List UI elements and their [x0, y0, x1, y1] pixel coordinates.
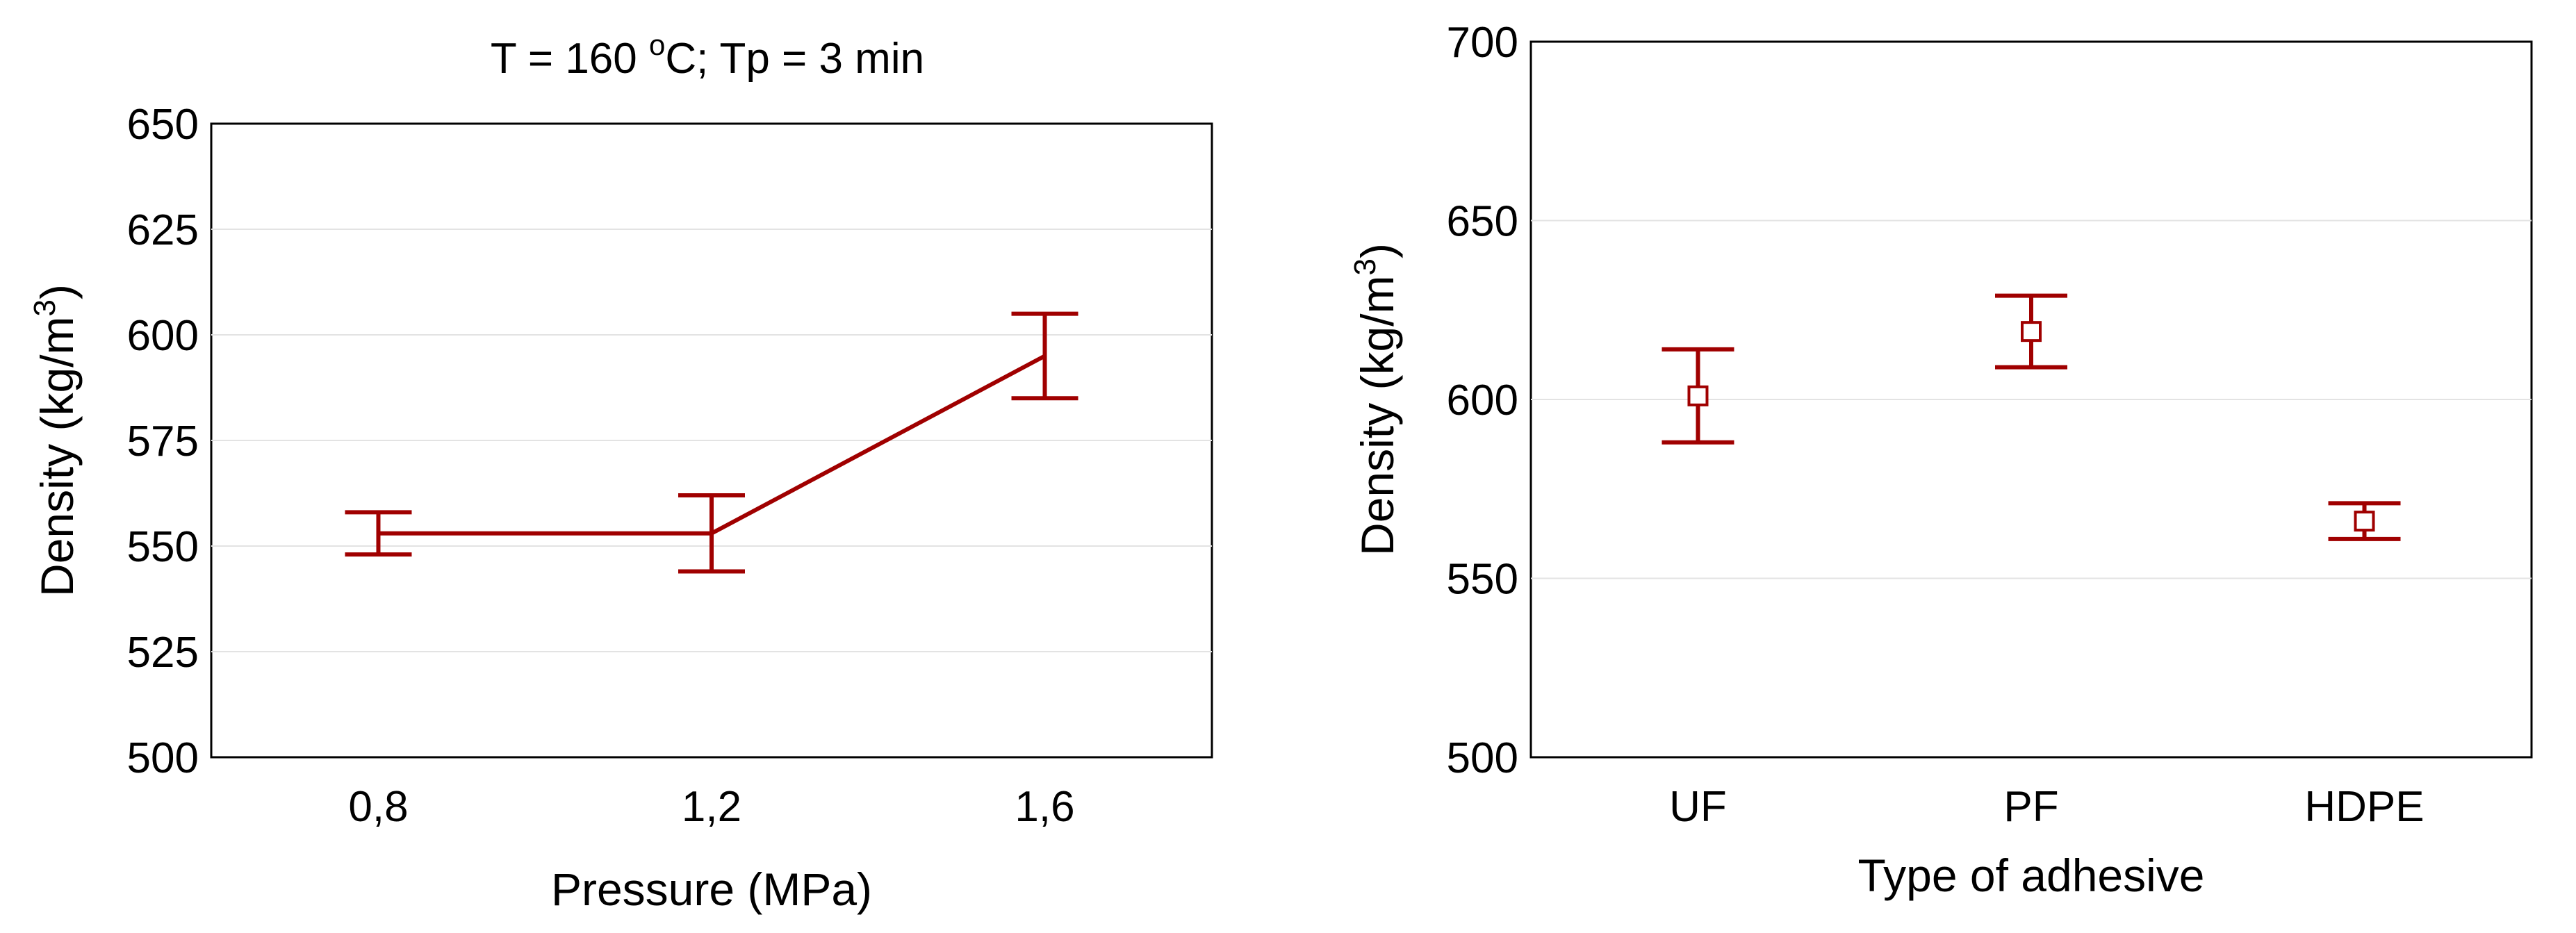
- chart-title: T = 160 oC; Tp = 3 min: [491, 28, 924, 83]
- y-tick-label: 550: [127, 523, 199, 571]
- x-tick-label: HDPE: [2304, 783, 2424, 831]
- chart-adhesive: 500 550 600 650 700 UF PF HDPE Type of adhesiv…: [1348, 19, 2533, 901]
- x-axis-label: Type of adhesive: [1858, 850, 2205, 901]
- data-marks: [345, 311, 1078, 574]
- gridlines: [1531, 220, 2532, 579]
- x-tick-labels: UF PF HDPE: [1669, 783, 2425, 831]
- x-tick-label: 1,6: [1015, 783, 1074, 831]
- y-tick-label: 575: [127, 418, 199, 465]
- y-tick-labels: 500 525 550 575 600 625 650: [127, 101, 199, 782]
- data-point: [2354, 511, 2375, 532]
- y-axis-label: Density (kg/m3): [1348, 243, 1403, 556]
- y-tick-label: 550: [1447, 556, 1518, 604]
- gridlines: [211, 229, 1212, 652]
- x-tick-labels: 0,8 1,2 1,6: [348, 783, 1074, 831]
- y-tick-label: 650: [1447, 198, 1518, 246]
- x-tick-label: PF: [2003, 783, 2058, 831]
- y-axis-label: Density (kg/m3): [28, 284, 83, 597]
- x-axis-label: Pressure (MPa): [551, 864, 872, 915]
- data-point: [1687, 385, 1709, 406]
- data-marks: [1662, 293, 2401, 541]
- y-tick-label: 500: [1447, 734, 1518, 782]
- data-point: [2021, 321, 2042, 342]
- y-tick-label: 650: [127, 101, 199, 149]
- y-tick-label: 700: [1447, 19, 1518, 67]
- y-tick-labels: 500 550 600 650 700: [1447, 19, 1518, 782]
- y-tick-label: 600: [1447, 377, 1518, 424]
- y-tick-label: 500: [127, 734, 199, 782]
- y-tick-label: 600: [127, 312, 199, 360]
- y-tick-label: 625: [127, 206, 199, 254]
- x-tick-label: 0,8: [348, 783, 408, 831]
- chart-pressure: 500 525 550 575 600 625 650 0,8 1,2 1,6 T = 160 …: [28, 28, 1213, 915]
- x-tick-label: 1,2: [682, 783, 741, 831]
- x-tick-label: UF: [1669, 783, 1727, 831]
- y-tick-label: 525: [127, 629, 199, 677]
